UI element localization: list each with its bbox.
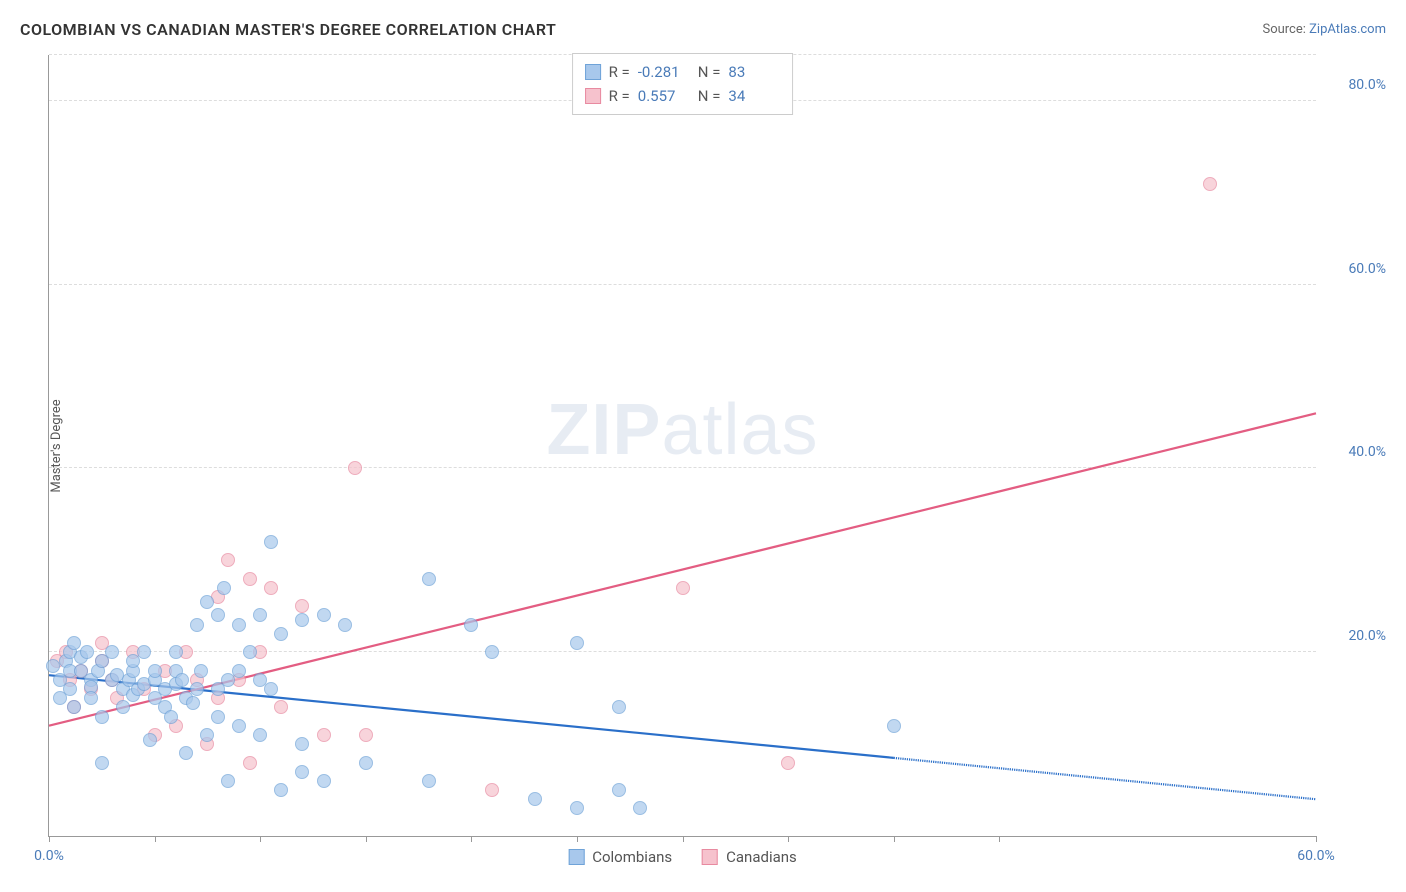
colombians-point xyxy=(221,774,235,788)
canadians-point xyxy=(359,728,373,742)
y-tick-label: 80.0% xyxy=(1348,77,1386,93)
colombians-point xyxy=(143,733,157,747)
colombians-point xyxy=(179,746,193,760)
colombians-point xyxy=(164,710,178,724)
colombians-point xyxy=(63,682,77,696)
legend-swatch xyxy=(585,64,601,80)
colombians-point xyxy=(243,645,257,659)
colombians-point xyxy=(464,618,478,632)
colombians-point xyxy=(570,801,584,815)
canadians-point xyxy=(317,728,331,742)
colombians-point xyxy=(274,783,288,797)
colombians-point xyxy=(175,673,189,687)
canadians-point xyxy=(274,700,288,714)
canadians-point xyxy=(243,756,257,770)
colombians-point xyxy=(80,645,94,659)
chart-title: COLOMBIAN VS CANADIAN MASTER'S DEGREE CO… xyxy=(20,20,556,39)
legend-item: Canadians xyxy=(702,848,797,866)
canadians-point xyxy=(221,553,235,567)
x-tick xyxy=(1316,836,1317,842)
source-attribution: Source: ZipAtlas.com xyxy=(1262,22,1386,37)
x-tick-label: 60.0% xyxy=(1297,848,1335,864)
x-tick xyxy=(49,836,50,842)
canadians-point xyxy=(676,581,690,595)
colombians-point xyxy=(232,664,246,678)
colombians-point xyxy=(485,645,499,659)
x-tick xyxy=(788,836,789,842)
colombians-point xyxy=(295,765,309,779)
canadians-point xyxy=(243,572,257,586)
legend-item: Colombians xyxy=(568,848,672,866)
colombians-point xyxy=(295,737,309,751)
legend-swatch xyxy=(702,849,718,865)
correlation-legend: R = -0.281N = 83R = 0.557N = 34 xyxy=(572,53,794,115)
colombians-point xyxy=(253,608,267,622)
y-tick-label: 60.0% xyxy=(1348,261,1386,277)
colombians-point xyxy=(105,645,119,659)
x-tick xyxy=(471,836,472,842)
canadians-point xyxy=(295,599,309,613)
colombians-point xyxy=(148,664,162,678)
scatter-plot: R = -0.281N = 83R = 0.557N = 34 ZIPatlas… xyxy=(48,55,1316,837)
colombians-point xyxy=(95,756,109,770)
y-tick-label: 40.0% xyxy=(1348,444,1386,460)
colombians-point xyxy=(422,774,436,788)
x-tick xyxy=(683,836,684,842)
colombians-point xyxy=(264,682,278,696)
colombians-point xyxy=(295,613,309,627)
x-tick xyxy=(366,836,367,842)
colombians-point xyxy=(137,645,151,659)
colombians-point xyxy=(84,691,98,705)
colombians-point xyxy=(422,572,436,586)
canadians-point xyxy=(1203,177,1217,191)
colombians-point xyxy=(116,700,130,714)
canadians-point xyxy=(781,756,795,770)
colombians-point xyxy=(211,710,225,724)
colombians-point xyxy=(264,535,278,549)
colombians-point xyxy=(95,710,109,724)
colombians-point xyxy=(211,608,225,622)
canadians-point xyxy=(485,783,499,797)
y-tick-label: 20.0% xyxy=(1348,628,1386,644)
legend-swatch xyxy=(585,88,601,104)
colombians-point xyxy=(633,801,647,815)
colombians-point xyxy=(190,618,204,632)
colombians-point xyxy=(67,636,81,650)
colombians-point xyxy=(217,581,231,595)
colombians-point xyxy=(317,774,331,788)
colombians-point xyxy=(338,618,352,632)
colombians-point xyxy=(190,682,204,696)
source-link[interactable]: ZipAtlas.com xyxy=(1309,22,1386,37)
colombians-point xyxy=(67,700,81,714)
colombians-point xyxy=(186,696,200,710)
colombians-point xyxy=(612,700,626,714)
colombians-point xyxy=(194,664,208,678)
colombians-point xyxy=(887,719,901,733)
colombians-point xyxy=(253,728,267,742)
colombians-point xyxy=(528,792,542,806)
colombians-point xyxy=(169,645,183,659)
legend-swatch xyxy=(568,849,584,865)
colombians-point xyxy=(317,608,331,622)
x-tick-label: 0.0% xyxy=(34,848,64,864)
x-tick xyxy=(894,836,895,842)
canadians-point xyxy=(348,461,362,475)
legend-row: R = 0.557N = 34 xyxy=(585,84,781,108)
x-tick xyxy=(577,836,578,842)
colombians-point xyxy=(359,756,373,770)
x-tick xyxy=(999,836,1000,842)
series-legend: Colombians Canadians xyxy=(568,848,797,866)
colombians-point xyxy=(232,719,246,733)
x-tick xyxy=(260,836,261,842)
colombians-point xyxy=(570,636,584,650)
colombians-point xyxy=(612,783,626,797)
colombians-point xyxy=(200,728,214,742)
colombians-point xyxy=(232,618,246,632)
canadians-point xyxy=(264,581,278,595)
colombians-point xyxy=(274,627,288,641)
x-tick xyxy=(155,836,156,842)
legend-row: R = -0.281N = 83 xyxy=(585,60,781,84)
colombians-point xyxy=(200,595,214,609)
